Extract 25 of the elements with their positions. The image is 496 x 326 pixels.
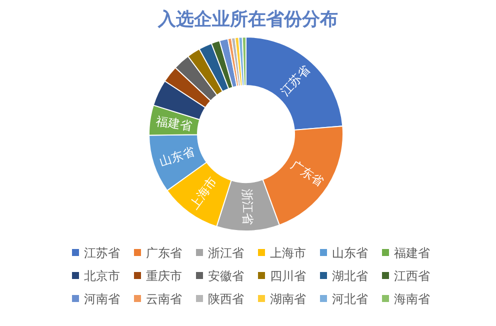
chart-title: 入选企业所在省份分布 [157, 9, 338, 30]
data-label: 江苏省 [278, 62, 313, 98]
legend-label: 湖南省 [270, 292, 306, 306]
legend-label: 安徽省 [208, 269, 244, 283]
data-label: 福建省 [155, 114, 193, 134]
legend-label: 福建省 [394, 246, 430, 260]
legend-label: 河北省 [332, 292, 368, 306]
data-label: 山东省 [158, 144, 196, 169]
legend-label: 上海市 [270, 246, 306, 260]
legend-label: 江苏省 [84, 246, 120, 260]
legend-label: 江西省 [394, 269, 430, 283]
legend-label: 北京市 [84, 269, 120, 283]
legend-label: 海南省 [394, 292, 430, 306]
data-label: 浙江省 [240, 188, 255, 225]
legend-label: 重庆市 [146, 269, 182, 283]
data-label: 广东省 [288, 158, 326, 189]
legend-label: 四川省 [270, 269, 306, 283]
legend-label: 云南省 [146, 292, 182, 306]
legend-label: 陕西省 [208, 292, 244, 306]
legend-label: 河南省 [84, 292, 120, 306]
legend-label: 湖北省 [332, 269, 368, 283]
legend-label: 广东省 [146, 246, 182, 260]
legend-label: 山东省 [332, 246, 368, 260]
legend-label: 浙江省 [208, 246, 244, 260]
data-label: 上海市 [186, 174, 220, 212]
